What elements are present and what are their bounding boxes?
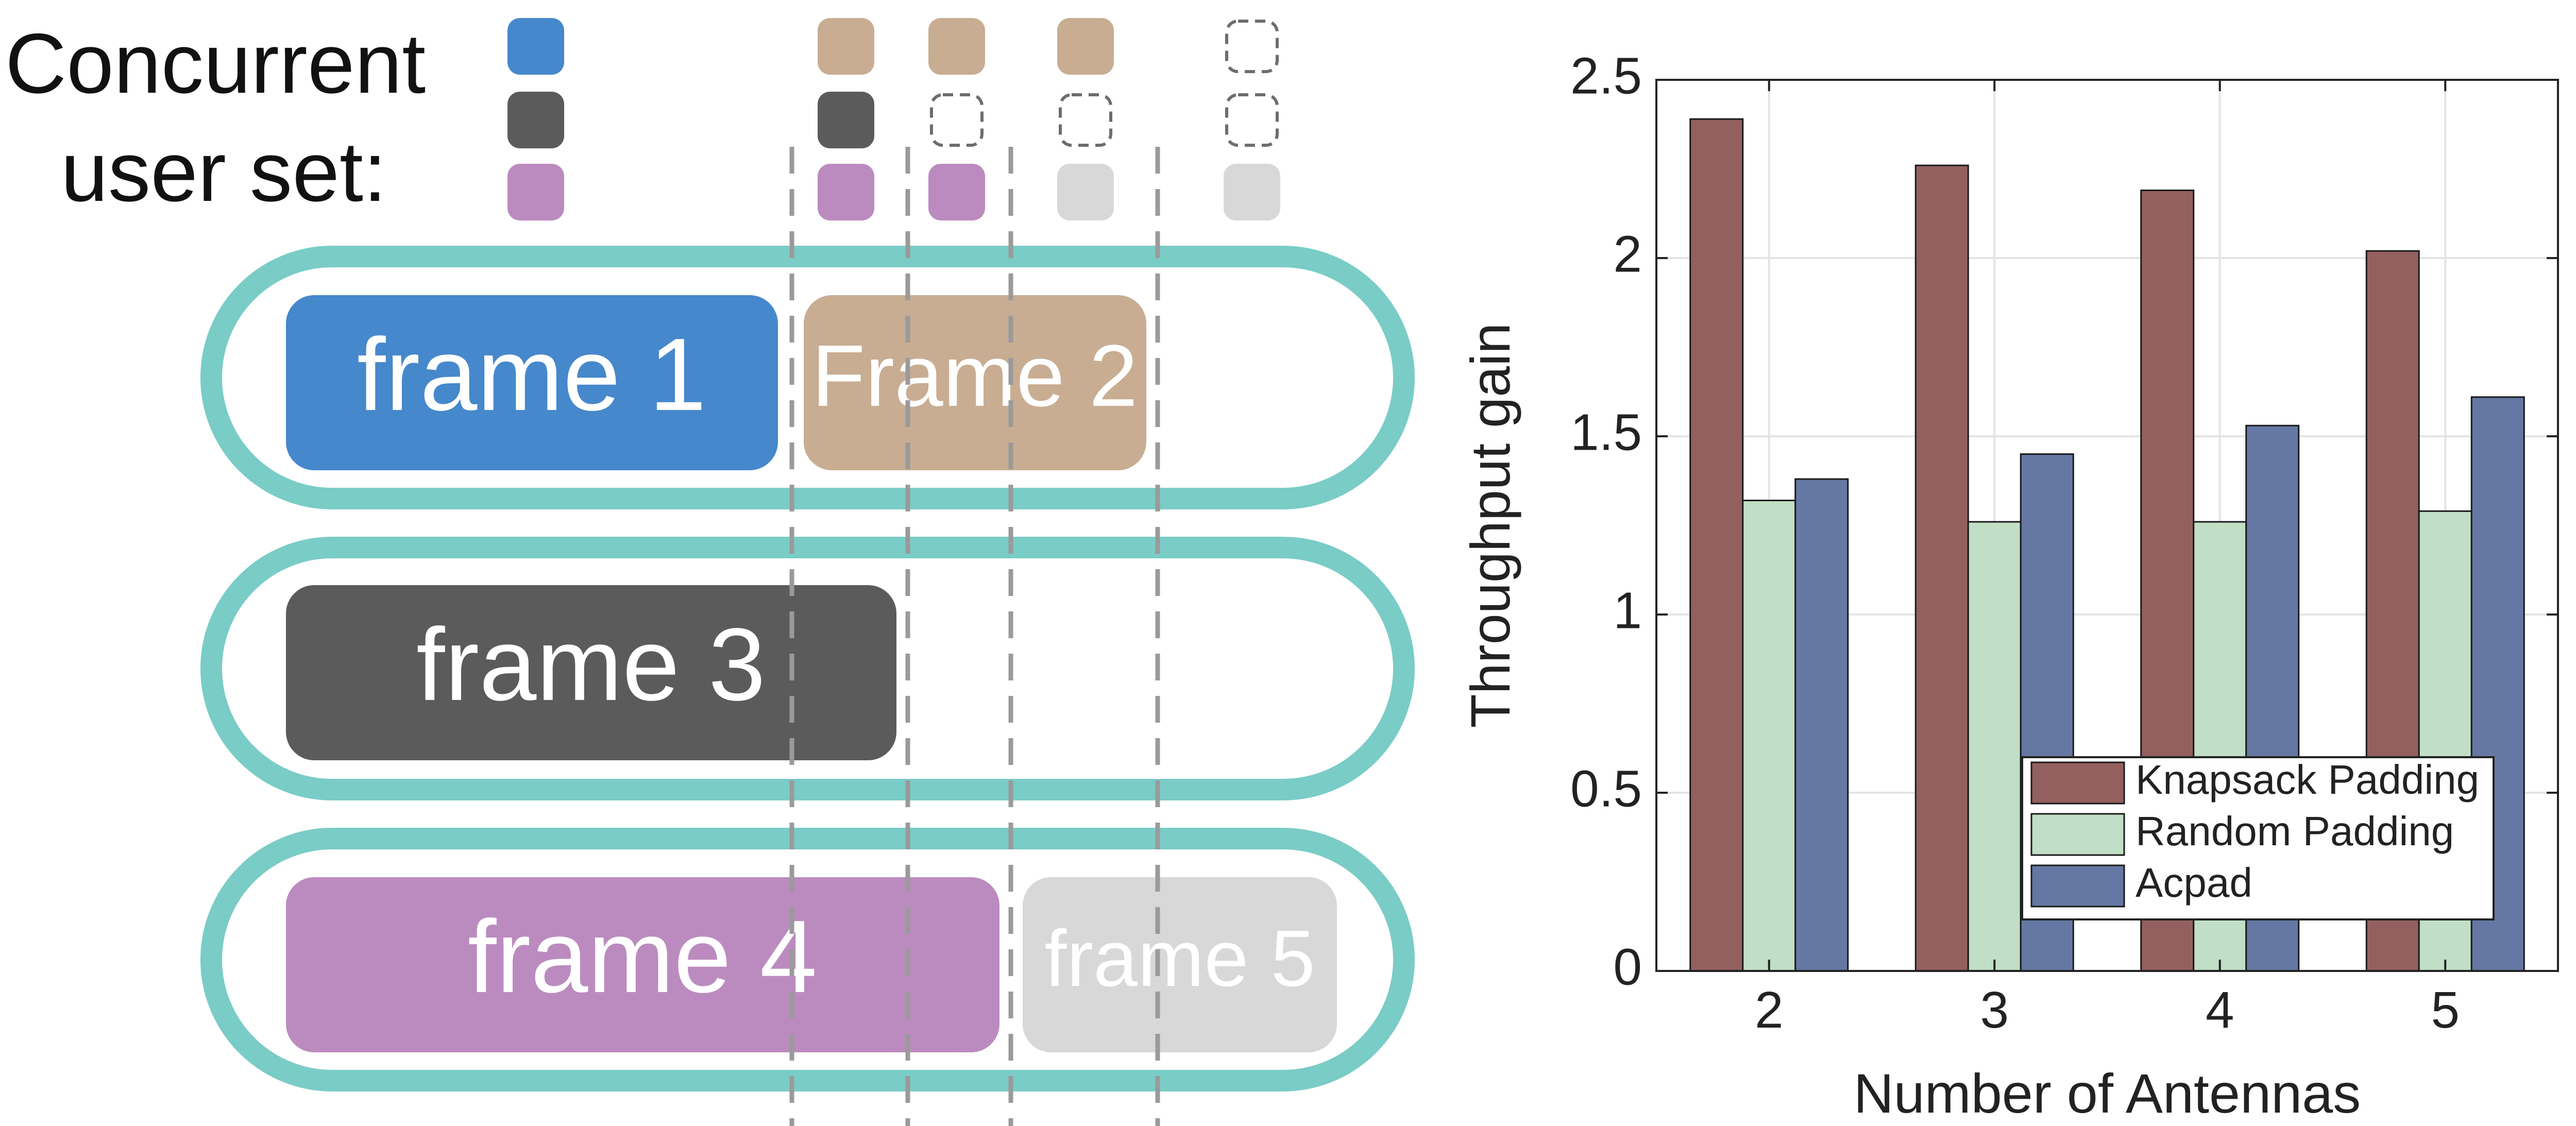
frame-1-block xyxy=(286,295,778,470)
frame-1-label: frame 1 xyxy=(357,317,706,432)
frame-2-label: Frame 2 xyxy=(812,327,1138,425)
chart-legend: Knapsack Padding Random Padding Acpad xyxy=(2021,756,2495,920)
frame-4-label: frame 4 xyxy=(468,899,817,1014)
bar-random-padding-2 xyxy=(1742,500,1797,972)
user-slot-dark xyxy=(818,92,874,148)
y-tick-label: 2.5 xyxy=(1570,47,1642,105)
user-slot-light xyxy=(1057,164,1114,220)
x-tick-label: 2 xyxy=(1755,981,1784,1039)
legend-entry-label: Acpad xyxy=(2136,860,2252,906)
y-tick-label: 0 xyxy=(1613,938,1642,996)
plot-frame xyxy=(1655,79,2559,972)
user-slot-purple xyxy=(818,164,874,220)
y-axis-label: Throughput gain xyxy=(1459,323,1521,728)
lane-2 xyxy=(200,537,1415,800)
legend-entry-label: Random Padding xyxy=(2136,808,2454,854)
legend-label-line2: user set: xyxy=(61,124,387,219)
throughput-bar-chart: 0 0.5 1 1.5 2 2.5 2 3 4 5 Throughput gain Number … xyxy=(1459,47,2559,1124)
frame-2-block xyxy=(804,295,1146,470)
lane-1 xyxy=(200,246,1415,509)
user-slot-purple xyxy=(928,164,985,220)
user-slot-empty xyxy=(1225,20,1279,73)
user-slot-empty xyxy=(1059,93,1112,147)
user-slot-light xyxy=(1224,164,1280,220)
frame-3-label: frame 3 xyxy=(416,607,766,722)
user-slot-tan xyxy=(928,18,985,75)
legend-swatch xyxy=(2030,864,2125,908)
y-tick-label: 2 xyxy=(1613,225,1642,283)
x-tick-label: 4 xyxy=(2206,981,2234,1039)
legend-label-line1: Concurrent xyxy=(5,16,426,111)
frame-3-block xyxy=(286,585,896,760)
frame-5-block xyxy=(1023,877,1337,1052)
bar-acpad-2 xyxy=(1794,478,1849,972)
user-slot-tan xyxy=(1057,18,1114,75)
bar-knapsack-padding-2 xyxy=(1689,118,1744,972)
legend-swatch xyxy=(2030,761,2125,805)
x-tick-label: 3 xyxy=(1980,981,2009,1039)
user-slot-empty xyxy=(1225,93,1279,147)
frame-5-label: frame 5 xyxy=(1044,914,1315,1003)
legend-swatch xyxy=(2030,813,2125,856)
user-slot-tan xyxy=(818,18,874,75)
y-tick-label: 1 xyxy=(1613,582,1642,639)
frame-schedule-diagram: Concurrent user set: frame 1 Frame 2 xyxy=(5,16,1415,1126)
frame-4-block xyxy=(286,877,999,1052)
x-axis-label: Number of Antennas xyxy=(1854,1062,2361,1124)
bar-random-padding-3 xyxy=(1967,521,2022,972)
chart-ticks: 0 0.5 1 1.5 2 2.5 2 3 4 5 xyxy=(1570,47,2558,1039)
user-slot-blue xyxy=(507,18,564,75)
y-tick-label: 1.5 xyxy=(1570,403,1642,461)
bar-knapsack-padding-3 xyxy=(1914,164,1969,972)
lane-3 xyxy=(200,828,1415,1091)
y-tick-label: 0.5 xyxy=(1570,760,1642,817)
user-slot-empty xyxy=(930,93,984,147)
user-slot-purple xyxy=(507,164,564,220)
user-slot-dark xyxy=(507,92,564,148)
x-tick-label: 5 xyxy=(2431,981,2460,1039)
legend-entry-label: Knapsack Padding xyxy=(2136,757,2479,803)
